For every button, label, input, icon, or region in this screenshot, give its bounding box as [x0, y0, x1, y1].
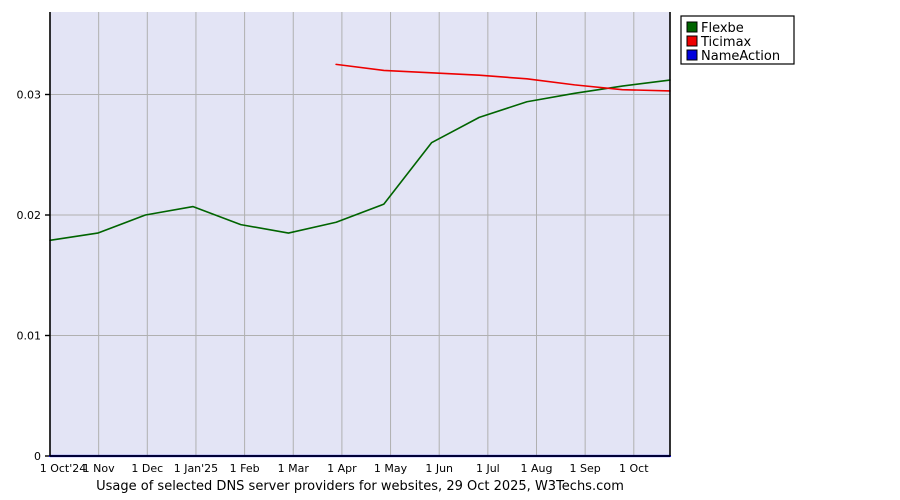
- x-axis-tick-label: 1 Apr: [327, 462, 357, 475]
- y-axis-labels: 0 0.01 0.02 0.03: [17, 89, 42, 464]
- grid-lines: [50, 12, 670, 456]
- x-axis-tick-label: 1 Nov: [83, 462, 115, 475]
- x-axis-tick-label: 1 Mar: [278, 462, 310, 475]
- series-line-ticimax: [335, 63, 671, 92]
- legend-swatch-flexbe: [686, 21, 698, 33]
- legend-box: [680, 15, 795, 65]
- series-line-flexbe: [49, 79, 671, 242]
- x-axis-labels: 1 Oct'241 Nov 1 Dec 1 Jan'25 1 Feb 1 Mar 1 Ap…: [40, 462, 650, 475]
- legend-label-ticimax: Ticimax: [700, 35, 752, 50]
- plot-area-background: [50, 12, 670, 456]
- legend-swatch-nameaction: [686, 49, 698, 61]
- x-axis-tick-label: 1 Jul: [476, 462, 500, 475]
- x-axis-tick-label: 1 Oct'24: [40, 462, 87, 475]
- y-axis-tick-label: 0.01: [17, 330, 42, 343]
- x-axis-tick-label: 1 Oct: [619, 462, 649, 475]
- chart-caption: Usage of selected DNS server providers f…: [96, 479, 624, 494]
- x-axis-tick-label: 1 Jun: [425, 462, 453, 475]
- legend-label-nameaction: NameAction: [701, 49, 780, 64]
- y-axis-tick-label: 0.02: [17, 209, 42, 222]
- x-axis-tick-label: 1 Jan'25: [174, 462, 218, 475]
- x-axis-tick-label: 1 Feb: [230, 462, 260, 475]
- legend-swatch-ticimax: [686, 35, 698, 47]
- x-axis-tick-label: 1 May: [374, 462, 408, 475]
- x-axis-tick-label: 1 Sep: [570, 462, 601, 475]
- x-axis-tick-label: 1 Dec: [131, 462, 163, 475]
- legend-label-flexbe: Flexbe: [701, 21, 744, 36]
- x-axis-tick-label: 1 Aug: [521, 462, 553, 475]
- y-axis-tick-label: 0.03: [17, 89, 42, 102]
- y-axis-tick-label: 0: [34, 450, 41, 463]
